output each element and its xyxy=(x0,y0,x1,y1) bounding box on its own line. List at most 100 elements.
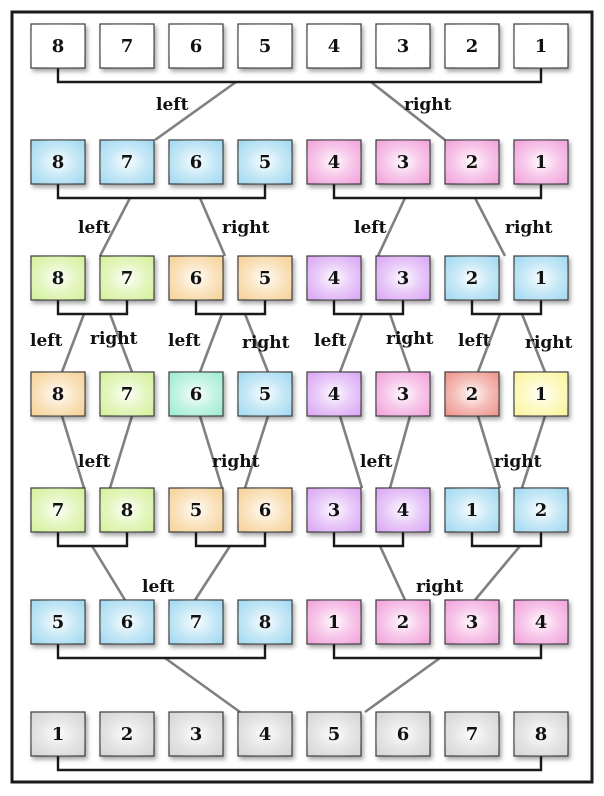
number-label: 5 xyxy=(259,152,272,173)
number-row: 8 7 6 5 4 3 2 1 xyxy=(30,23,569,69)
number-label: 7 xyxy=(121,152,134,173)
number-box: 5 xyxy=(237,23,293,69)
number-box: 2 xyxy=(444,371,500,417)
number-label: 2 xyxy=(466,152,479,173)
number-box: 8 xyxy=(99,487,155,533)
label-left: left xyxy=(314,331,347,351)
pair-bracket xyxy=(56,184,267,200)
number-box: 3 xyxy=(168,711,224,757)
direction-labels: left right left right left right left ri… xyxy=(30,95,573,597)
connector-line xyxy=(164,656,241,714)
number-label: 3 xyxy=(397,36,410,57)
connector-line xyxy=(243,313,270,373)
number-box: 1 xyxy=(513,23,569,69)
label-right: right xyxy=(212,452,260,472)
label-right: right xyxy=(494,452,542,472)
number-label: 2 xyxy=(466,268,479,289)
label-right: right xyxy=(404,95,452,115)
label-right: right xyxy=(222,218,270,238)
number-box: 5 xyxy=(306,711,362,757)
number-label: 7 xyxy=(121,268,134,289)
number-box: 6 xyxy=(168,255,224,301)
label-right: right xyxy=(525,333,573,353)
number-label: 4 xyxy=(397,500,410,521)
number-box: 6 xyxy=(168,371,224,417)
number-label: 8 xyxy=(121,500,134,521)
connector-line xyxy=(198,313,224,373)
number-box: 3 xyxy=(306,487,362,533)
number-row: 7 8 5 6 3 4 1 2 xyxy=(30,487,569,533)
number-label: 1 xyxy=(535,268,548,289)
label-left: left xyxy=(78,452,111,472)
number-box: 7 xyxy=(99,371,155,417)
number-label: 5 xyxy=(259,384,272,405)
connector-line xyxy=(473,197,507,257)
number-label: 5 xyxy=(259,268,272,289)
number-label: 1 xyxy=(535,152,548,173)
number-box: 8 xyxy=(30,23,86,69)
label-left: left xyxy=(458,331,491,351)
pair-bracket xyxy=(470,532,543,548)
connector-line xyxy=(198,197,227,257)
number-box: 1 xyxy=(306,599,362,645)
label-left: left xyxy=(78,218,111,238)
label-left: left xyxy=(30,331,63,351)
number-label: 5 xyxy=(328,724,341,745)
connector-line xyxy=(388,313,412,373)
label-left: left xyxy=(168,331,201,351)
number-label: 4 xyxy=(328,384,341,405)
number-label: 8 xyxy=(52,152,65,173)
label-right: right xyxy=(90,329,138,349)
number-box: 1 xyxy=(30,711,86,757)
number-box: 8 xyxy=(30,255,86,301)
label-left: left xyxy=(360,452,393,472)
diagram-border xyxy=(10,10,594,784)
label-right: right xyxy=(386,329,434,349)
number-box: 5 xyxy=(237,371,293,417)
number-label: 6 xyxy=(259,500,272,521)
number-box: 5 xyxy=(30,599,86,645)
number-box: 7 xyxy=(99,255,155,301)
number-box: 2 xyxy=(444,139,500,185)
connector-line xyxy=(193,545,232,601)
number-label: 4 xyxy=(328,36,341,57)
pair-bracket xyxy=(332,644,543,660)
number-label: 2 xyxy=(466,36,479,57)
number-label: 3 xyxy=(397,268,410,289)
number-label: 7 xyxy=(121,36,134,57)
number-box: 5 xyxy=(168,487,224,533)
connector-line xyxy=(378,545,407,601)
number-box: 2 xyxy=(375,599,431,645)
label-left: left xyxy=(354,218,387,238)
number-box: 1 xyxy=(444,487,500,533)
connector-lines xyxy=(60,80,547,714)
number-box: 8 xyxy=(30,371,86,417)
pair-bracket xyxy=(56,532,129,548)
number-box: 4 xyxy=(306,23,362,69)
connector-line xyxy=(376,197,407,257)
number-box: 6 xyxy=(99,599,155,645)
number-box: 4 xyxy=(306,139,362,185)
number-label: 5 xyxy=(52,612,65,633)
number-label: 8 xyxy=(52,268,65,289)
connector-line xyxy=(98,197,132,257)
number-box: 3 xyxy=(444,599,500,645)
number-box: 5 xyxy=(237,139,293,185)
number-label: 5 xyxy=(259,36,272,57)
connector-line xyxy=(370,80,446,142)
number-label: 3 xyxy=(397,384,410,405)
number-box: 2 xyxy=(99,711,155,757)
pair-bracket xyxy=(470,300,543,316)
number-box: 3 xyxy=(375,139,431,185)
number-box: 2 xyxy=(444,255,500,301)
connector-line xyxy=(108,415,134,489)
number-box: 6 xyxy=(168,139,224,185)
pair-bracket xyxy=(56,68,543,84)
number-box: 8 xyxy=(30,139,86,185)
connector-line xyxy=(90,545,127,601)
pair-bracket xyxy=(56,644,267,660)
number-row: 5 6 7 8 1 2 3 4 xyxy=(30,599,569,645)
number-box: 3 xyxy=(375,23,431,69)
number-label: 8 xyxy=(52,384,65,405)
